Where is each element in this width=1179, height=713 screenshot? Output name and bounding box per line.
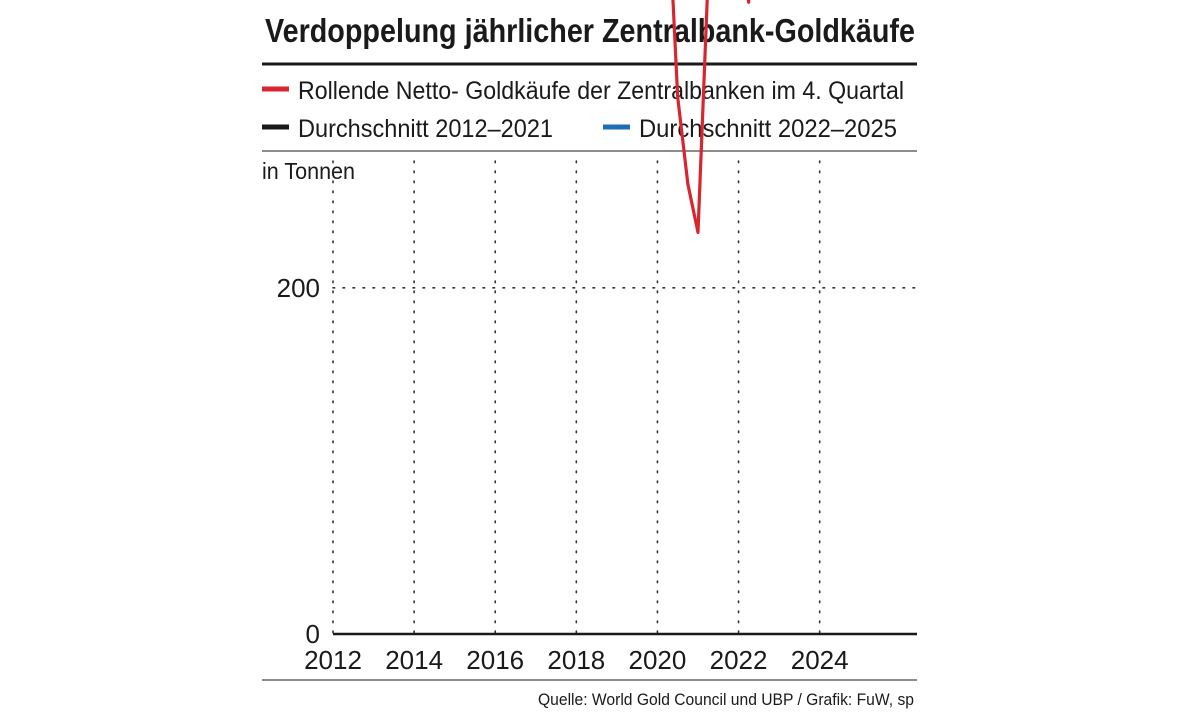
y-axis-ticks: 020040060080010001200	[277, 273, 320, 649]
x-axis-ticks: 2012 2014 2016 2018 2020 2022 2024	[304, 645, 849, 675]
legend-label-avg-2022-2025: Durchschnitt 2022–2025	[639, 115, 897, 143]
x-tick-label-2020: 2020	[629, 645, 687, 675]
y-tick-label-200: 200	[277, 273, 320, 303]
x-tick-label-2012: 2012	[304, 645, 362, 675]
source-note: Quelle: World Gold Council und UBP / Gra…	[538, 690, 914, 709]
x-tick-label-2018: 2018	[547, 645, 605, 675]
x-tick-label-2022: 2022	[710, 645, 768, 675]
legend: Rollende Netto- Goldkäufe der Zentralban…	[262, 77, 904, 143]
legend-label-avg-2012-2021: Durchschnitt 2012–2021	[298, 115, 553, 143]
y-tick-label-0: 0	[306, 619, 320, 649]
x-tick-label-2024: 2024	[791, 645, 849, 675]
x-tick-label-2016: 2016	[466, 645, 524, 675]
legend-label-main-series: Rollende Netto- Goldkäufe der Zentralban…	[298, 77, 904, 105]
x-tick-label-2014: 2014	[385, 645, 443, 675]
grid	[332, 160, 918, 635]
y-axis-label: in Tonnen	[262, 158, 355, 184]
chart-title: Verdoppelung jährlicher Zentralbank-Gold…	[265, 12, 915, 49]
